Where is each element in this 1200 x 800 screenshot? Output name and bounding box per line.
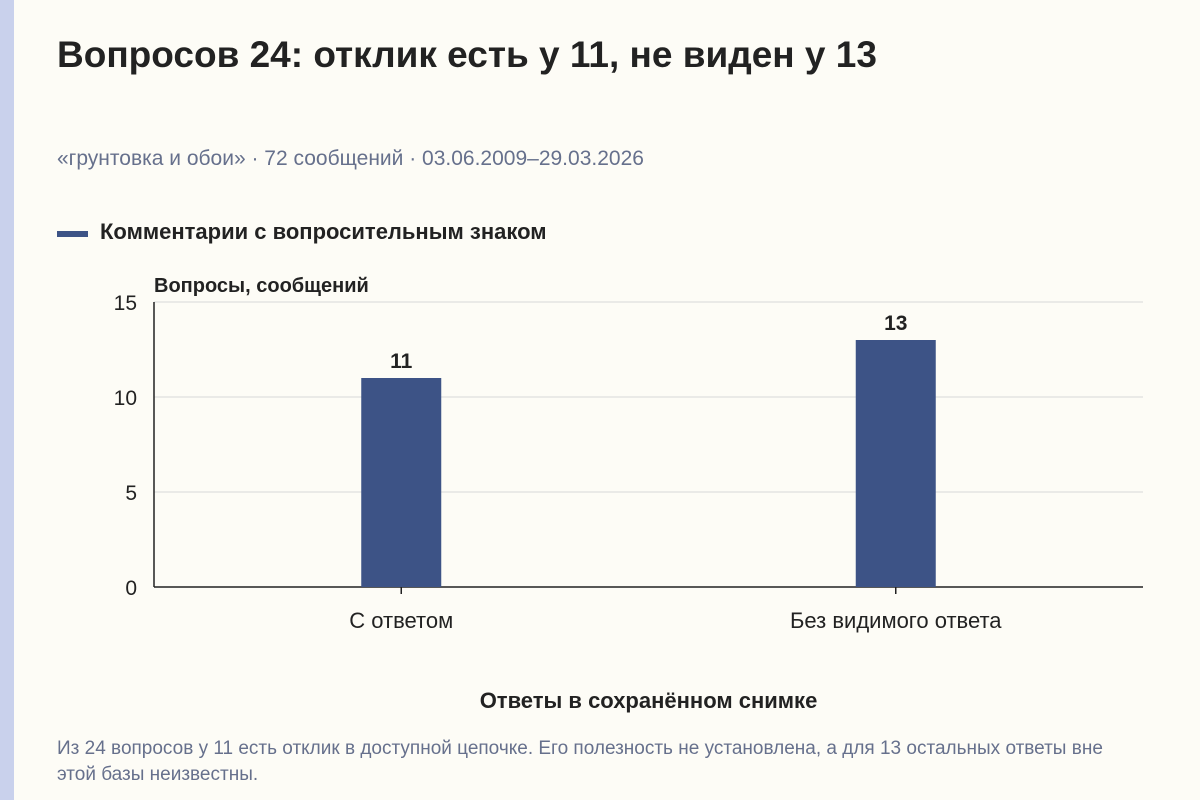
bar-value-label: 13 [884, 312, 907, 335]
legend-swatch [57, 231, 88, 237]
y-tick-label: 0 [125, 577, 137, 600]
y-tick-label: 10 [114, 387, 137, 410]
bar [855, 340, 936, 587]
footnote: Из 24 вопросов у 11 есть отклик в доступ… [57, 738, 1103, 785]
bar [361, 378, 442, 587]
page-subtitle: «грунтовка и обои» · 72 сообщений · 03.0… [57, 147, 644, 170]
x-axis-label: Ответы в сохранённом снимке [480, 688, 818, 713]
y-tick-label: 5 [125, 482, 137, 505]
x-tick-label: С ответом [349, 608, 453, 633]
chart-legend: Комментарии с вопросительным знаком [57, 219, 547, 245]
y-tick-label: 15 [114, 292, 137, 315]
y-axis-label: Вопросы, сообщений [154, 275, 369, 297]
x-tick-label: Без видимого ответа [790, 608, 1002, 633]
left-accent-bar [0, 0, 14, 800]
page-title: Вопросов 24: отклик есть у 11, не виден … [57, 34, 877, 75]
legend-label: Комментарии с вопросительным знаком [100, 219, 547, 244]
bar-value-label: 11 [390, 350, 413, 373]
